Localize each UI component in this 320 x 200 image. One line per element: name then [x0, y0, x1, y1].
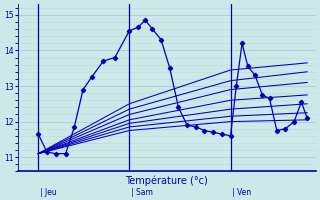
Text: | Jeu: | Jeu: [40, 188, 56, 197]
X-axis label: Température (°c): Température (°c): [125, 176, 208, 186]
Text: | Sam: | Sam: [131, 188, 153, 197]
Text: | Ven: | Ven: [232, 188, 251, 197]
